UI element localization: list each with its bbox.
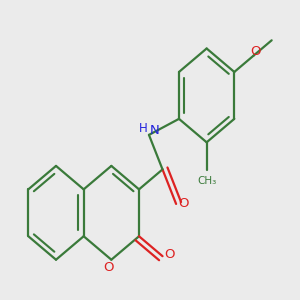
Text: H: H [139,122,148,135]
Text: N: N [149,124,159,137]
Text: CH₃: CH₃ [197,176,216,186]
Text: O: O [178,196,189,210]
Text: O: O [165,248,175,261]
Text: O: O [103,261,114,274]
Text: O: O [250,45,261,58]
